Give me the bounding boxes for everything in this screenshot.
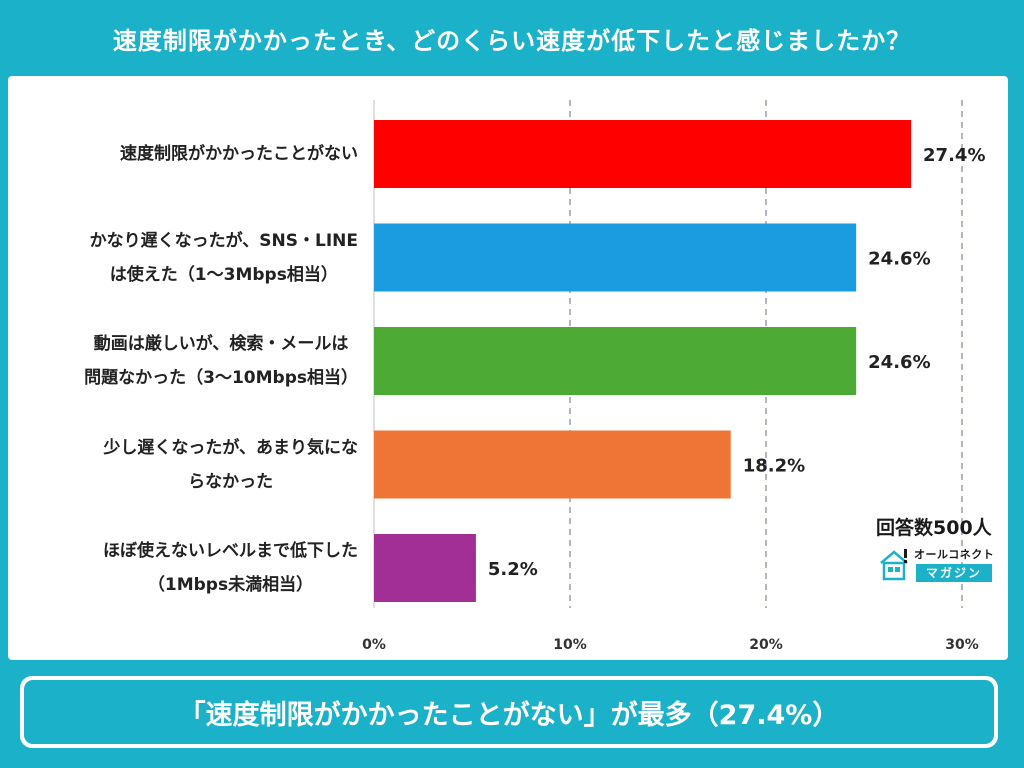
x-tick-label: 0% (362, 637, 386, 653)
category-label-line: 問題なかった（3〜10Mbps相当） (84, 368, 358, 388)
respondent-count: 回答数500人 (876, 517, 992, 539)
x-tick-label: 10% (553, 637, 587, 653)
x-tick-label: 20% (749, 637, 783, 653)
category-label-line: は使えた（1〜3Mbps相当） (109, 264, 338, 285)
logo-text-bottom: マガジン (916, 564, 992, 582)
bar-chart: 0% 10% 20% 30% 27.4% 24.6% 24.6% 18.2% 5.2% (362, 100, 985, 653)
bar (374, 223, 857, 292)
category-label-line: ほぼ使えないレベルまで低下した (103, 541, 358, 561)
logo-text-top: オールコネクト (914, 548, 995, 561)
summary-banner: 「速度制限がかかったことがない」が最多（27.4%） (20, 676, 998, 748)
category-label-line: 少し遅くなったが、あまり気にな (103, 437, 358, 458)
category-label: ほぼ使えないレベルまで低下した （1Mbps未満相当） (103, 534, 358, 602)
bar (374, 534, 476, 602)
summary-text: 「速度制限がかかったことがない」が最多（27.4%） (24, 680, 994, 744)
brand-logo: オールコネクト マガジン (878, 546, 996, 584)
category-label-line: かなり遅くなったが、SNS・LINE (89, 230, 358, 251)
category-label: かなり遅くなったが、SNS・LINE は使えた（1〜3Mbps相当） (90, 224, 358, 292)
house-icon (880, 549, 908, 581)
bar (374, 430, 731, 499)
category-label-line: （1Mbps未満相当） (147, 575, 314, 595)
bar-value-label: 24.6% (868, 249, 930, 270)
category-label: 速度制限がかかったことがない (120, 137, 358, 171)
bar (374, 120, 912, 188)
bar-value-label: 27.4% (923, 145, 985, 166)
bar-value-label: 5.2% (488, 559, 538, 580)
chart-title: 速度制限がかかったとき、どのくらい速度が低下したと感じましたか？ (112, 26, 912, 55)
bar (374, 327, 857, 395)
category-label: 少し遅くなったが、あまり気にな らなかった (103, 431, 358, 499)
chart-panel: 0% 10% 20% 30% 27.4% 24.6% 24.6% 18.2% 5.2% 速度制限… (8, 76, 1008, 660)
x-tick-label: 30% (945, 637, 979, 653)
category-label-line: 動画は厳しいが、検索・メールは (93, 334, 349, 354)
category-label-line: 速度制限がかかったことがない (120, 144, 358, 164)
category-label-line: らなかった (188, 471, 274, 492)
category-label: 動画は厳しいが、検索・メールは 問題なかった（3〜10Mbps相当） (84, 327, 358, 395)
bar-value-label: 18.2% (743, 456, 805, 477)
bar-value-label: 24.6% (868, 352, 930, 373)
